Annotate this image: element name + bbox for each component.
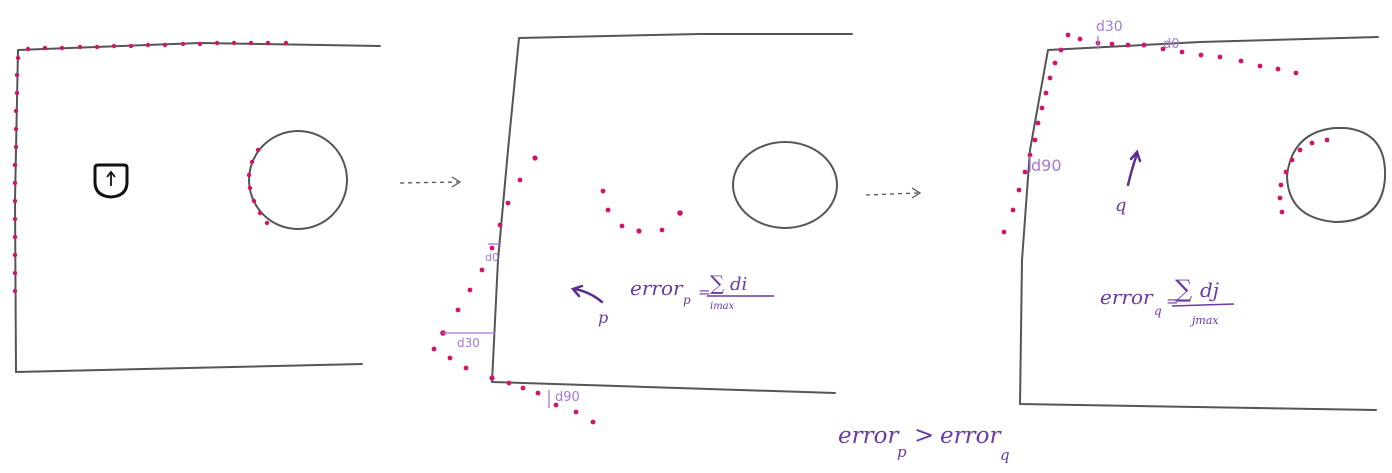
panel2-measurement-lines: [443, 243, 550, 408]
pose-q-arrow-icon: [1126, 149, 1142, 187]
panel2-scan-points: [431, 155, 683, 425]
panel3-room-walls: [1019, 36, 1379, 411]
error-q-numerator: dj: [1200, 278, 1219, 302]
comparison-right-word: error: [940, 423, 1002, 449]
panel3-d0-label: d0: [1163, 37, 1180, 52]
error-q-denominator: jmax: [1189, 314, 1219, 327]
error-q-sum: ∑: [1175, 275, 1192, 303]
error-p-subscript: p: [683, 293, 691, 307]
robot-up-arrow-icon: [93, 163, 129, 199]
panel-3: d30 d0 d90 q error q = ∑ dj jmax: [1001, 19, 1387, 411]
panel3-error-formula: error q = ∑ dj jmax: [1100, 275, 1235, 327]
error-q-word: error: [1100, 285, 1154, 309]
panel3-obstacle-circle: [1286, 127, 1387, 223]
error-p-word: error: [630, 276, 684, 300]
panel2-d90-label: d90: [555, 390, 580, 405]
panel-1: [12, 40, 381, 373]
panel1-scan-points: [12, 40, 289, 294]
panel1-obstacle-circle: [248, 130, 348, 230]
comparison-left-subscript: p: [897, 443, 907, 461]
error-q-subscript: q: [1154, 304, 1162, 318]
panel3-scan-points: [1001, 32, 1330, 235]
error-p-sum: ∑: [710, 271, 725, 295]
panel2-obstacle-circle: [732, 141, 838, 229]
pose-q-label: q: [1115, 195, 1127, 216]
transition-arrow-2: [865, 187, 922, 199]
error-p-equals: =: [698, 283, 711, 301]
panel-2: d0 d30 d90 p error p = ∑ di imax: [431, 33, 853, 425]
pose-p-arrow-icon: [570, 284, 604, 304]
comparison-right-subscript: q: [1000, 446, 1010, 464]
panel1-room-walls: [14, 42, 381, 373]
panel2-error-formula: error p = ∑ di imax: [630, 271, 774, 312]
comparison-operator: >: [914, 421, 934, 449]
error-comparison: error p > error q: [838, 421, 1010, 464]
pose-p-label: p: [598, 308, 608, 327]
panel2-room-walls: [491, 33, 853, 394]
panel3-d90-label: d90: [1031, 156, 1062, 175]
panel3-measurement-lines: [1029, 36, 1099, 172]
transition-arrow-1: [399, 176, 462, 188]
panel2-d0-label: d0: [485, 251, 499, 264]
error-p-numerator: di: [730, 274, 747, 295]
error-p-denominator: imax: [710, 301, 735, 312]
panel2-d30-label: d30: [457, 336, 480, 350]
comparison-left-word: error: [838, 423, 900, 449]
panel3-d30-label: d30: [1096, 19, 1123, 35]
